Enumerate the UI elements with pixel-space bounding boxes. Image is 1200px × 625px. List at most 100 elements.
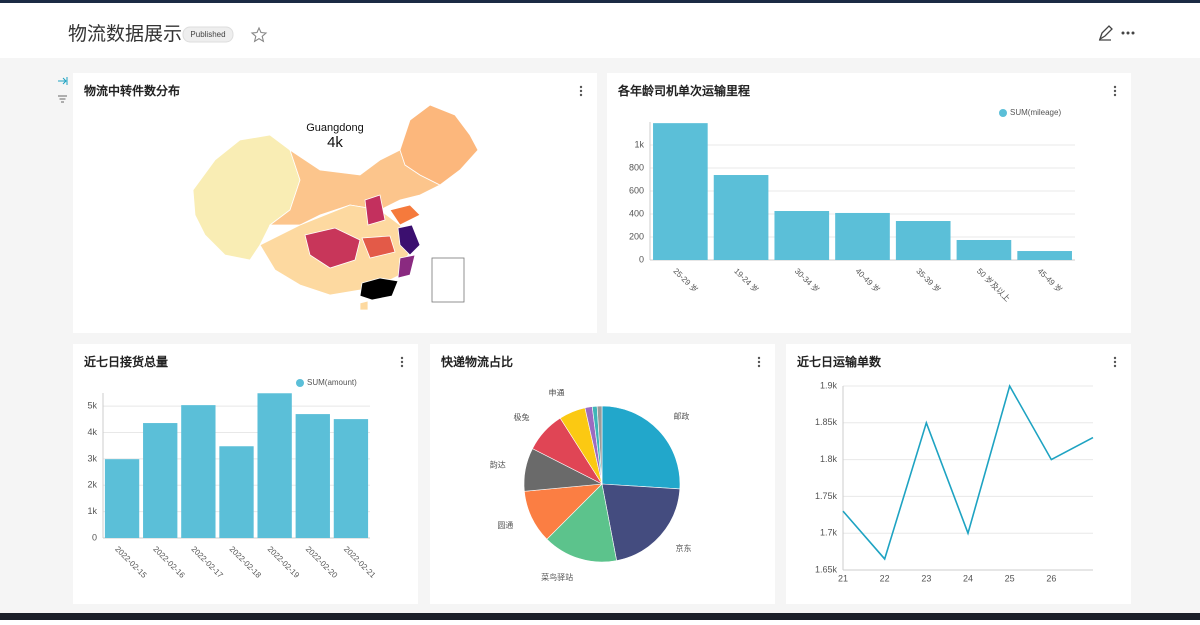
line [842, 383, 1094, 561]
star-icon[interactable] [250, 26, 268, 43]
y-tick-label: 0 [639, 254, 644, 264]
legend-label: SUM(mileage) [1010, 108, 1061, 117]
x-tick-label: 23 [921, 573, 931, 583]
pie-slice [596, 405, 603, 485]
x-tick-label: 24 [963, 573, 973, 583]
legend-swatch [296, 379, 304, 387]
pie-slice [601, 405, 681, 490]
card-menu-dot [1113, 93, 1117, 97]
bar [835, 212, 890, 260]
region [268, 149, 441, 226]
card-menu-dot [579, 89, 583, 93]
tooltip-region: Guangdong [306, 122, 364, 134]
card-menu-dot [1113, 85, 1117, 89]
slice-label: 邮政 [673, 411, 689, 421]
slice-label: 极兔 [514, 412, 530, 422]
y-tick-label: 2k [87, 480, 97, 490]
slice-label: 申通 [548, 388, 564, 398]
card-title: 各年龄司机单次运输里程 [617, 83, 750, 98]
bar [257, 393, 292, 538]
bar [774, 211, 830, 260]
bar [143, 423, 178, 538]
filter-icon[interactable] [58, 95, 67, 103]
y-tick-label: 3k [87, 453, 97, 463]
legend-label: SUM(amount) [307, 378, 357, 387]
region [359, 300, 369, 311]
top-bar [0, 0, 1200, 3]
region-guangdong [359, 277, 399, 301]
y-tick-label: 600 [629, 185, 644, 195]
bar [895, 221, 951, 260]
card-menu-dot [579, 93, 583, 97]
slice-label: 京东 [676, 543, 692, 553]
bottom-bar [0, 613, 1200, 620]
y-tick-label: 1k [634, 139, 644, 149]
collapse-icon[interactable] [58, 77, 68, 85]
card-menu-dot [1113, 89, 1117, 93]
region [397, 254, 416, 279]
y-tick-label: 5k [87, 401, 97, 411]
y-tick-label: 1.7k [820, 528, 838, 538]
y-tick-label: 800 [629, 162, 644, 172]
tooltip-value: 4k [327, 134, 343, 151]
card-menu-dot [400, 360, 404, 364]
pie-slice [601, 483, 681, 561]
edit-icon[interactable] [1098, 25, 1113, 41]
y-tick-label: 200 [629, 231, 644, 241]
card-menu-dot [400, 364, 404, 368]
legend-swatch [999, 109, 1007, 117]
card-menu-dot [757, 360, 761, 364]
region [397, 224, 421, 256]
region [304, 227, 361, 269]
card-menu-dot [400, 356, 404, 360]
region [361, 235, 396, 259]
card-menu-dot [579, 85, 583, 89]
badge [182, 26, 234, 43]
pie-slice [546, 483, 617, 563]
dashboard-title: 物流数据展示 [68, 23, 182, 45]
y-tick-label: 1.8k [820, 454, 838, 464]
more-icon[interactable] [1121, 31, 1135, 35]
card-menu-dot [1113, 364, 1117, 368]
bar [1017, 251, 1072, 260]
region [389, 204, 421, 226]
card-title: 物流中转件数分布 [84, 83, 180, 98]
bar [219, 446, 254, 538]
y-tick-label: 1.75k [815, 491, 838, 501]
bar [295, 414, 330, 538]
bar [713, 175, 769, 260]
y-tick-label: 400 [629, 208, 644, 218]
slice-label: 圆通 [497, 520, 513, 530]
region [399, 104, 479, 186]
x-tick-label: 21 [838, 573, 848, 583]
card-menu-dot [1113, 356, 1117, 360]
card-menu-dot [757, 364, 761, 368]
x-tick-label: 26 [1046, 573, 1056, 583]
badge-text: Published [190, 30, 225, 39]
y-tick-label: 1k [87, 506, 97, 516]
card-menu-dot [757, 356, 761, 360]
slice-label: 菜鸟驿站 [541, 572, 573, 582]
card [786, 344, 1131, 604]
y-tick-label: 1.65k [815, 564, 838, 574]
china-map [192, 104, 479, 311]
y-tick-label: 0 [92, 532, 97, 542]
region [364, 194, 386, 226]
card-menu-dot [1113, 360, 1117, 364]
y-tick-label: 4k [87, 427, 97, 437]
inset-box [431, 257, 465, 303]
y-tick-label: 1.85k [815, 417, 838, 427]
x-tick-label: 25 [1005, 573, 1015, 583]
bar [653, 123, 708, 261]
x-tick-label: 22 [880, 573, 890, 583]
card-title: 近七日运输单数 [797, 354, 882, 369]
slice-label: 韵达 [490, 460, 506, 470]
bar [956, 239, 1012, 260]
card-title: 近七日接货总量 [84, 354, 168, 369]
card-title: 快递物流占比 [441, 354, 513, 369]
y-tick-label: 1.9k [820, 380, 838, 390]
bar [333, 419, 369, 538]
bar [104, 459, 140, 538]
bar [181, 405, 216, 538]
